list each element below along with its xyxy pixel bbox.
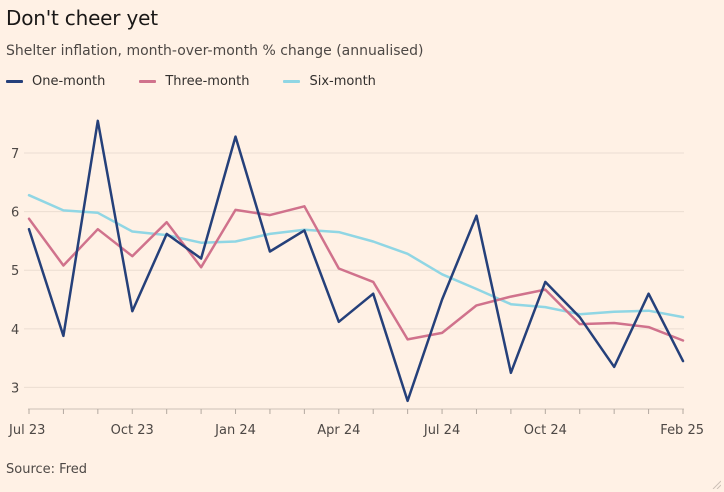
- legend-swatch-three-month: [139, 80, 157, 83]
- series-line-one-month: [27, 119, 685, 403]
- legend-item-three-month: Three-month: [139, 74, 249, 89]
- x-tick-label-oct-23: Oct 23: [111, 423, 154, 438]
- x-tick-label-jan-24: Jan 24: [214, 423, 256, 438]
- x-tick-label-apr-24: Apr 24: [317, 423, 360, 438]
- legend-label-six-month: Six-month: [309, 74, 376, 89]
- y-tick-label: 5: [11, 264, 19, 279]
- legend-item-one-month: One-month: [6, 74, 105, 89]
- chart-title: Don't cheer yet: [6, 6, 158, 30]
- chart-subtitle: Shelter inflation, month-over-month % ch…: [6, 43, 424, 59]
- x-tick-label-jul-23: Jul 23: [8, 423, 45, 438]
- x-tick-label-oct-24: Oct 24: [524, 423, 567, 438]
- y-tick-label: 7: [11, 147, 19, 162]
- source-note: Source: Fred: [6, 462, 88, 477]
- y-tick-label: 4: [11, 323, 19, 338]
- legend-swatch-six-month: [283, 80, 301, 83]
- legend-swatch-one-month: [6, 80, 23, 83]
- series-line-three-month: [27, 205, 685, 342]
- legend-label-three-month: Three-month: [165, 74, 250, 89]
- y-tick-label: 3: [11, 381, 19, 396]
- legend-label-one-month: One-month: [32, 74, 106, 89]
- x-tick-label-jul-24: Jul 24: [423, 423, 460, 438]
- series-line-six-month: [27, 193, 685, 319]
- x-tick-label-feb-25: Feb 25: [660, 423, 704, 438]
- legend: One-month Three-month Six-month: [6, 74, 410, 89]
- resize-grip-icon: [712, 480, 721, 489]
- y-tick-label: 6: [11, 206, 19, 221]
- legend-item-six-month: Six-month: [283, 74, 376, 89]
